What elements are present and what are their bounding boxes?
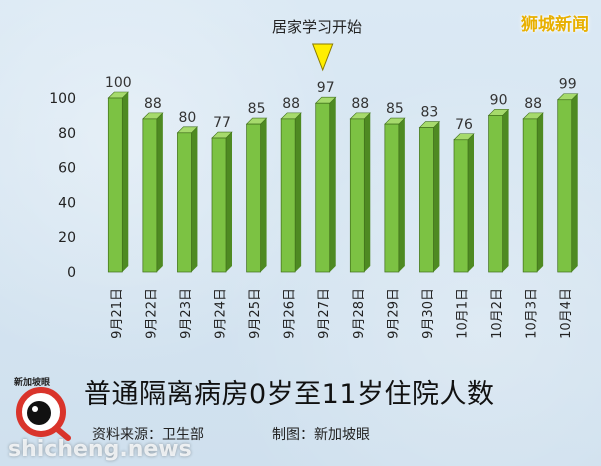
brand-label: 狮城新闻 [521,15,589,35]
bar-side [537,112,544,272]
bar [142,118,158,273]
x-tick-label: 9月30日 [421,288,436,339]
x-tick-label: 9月28日 [352,288,367,339]
data-label: 100 [105,75,132,91]
bar-side [433,121,440,272]
bar-side [502,109,509,273]
data-label: 99 [559,77,577,93]
y-tick-label: 0 [67,265,76,281]
data-label: 83 [421,105,439,121]
x-tick-label: 9月27日 [317,288,332,339]
bar-side [329,97,336,272]
bar-side [260,118,267,272]
data-label: 97 [317,80,335,96]
bar [246,123,261,273]
data-label: 88 [144,96,162,112]
source-text: 资料来源：卫生部 [92,427,204,443]
x-tick-label: 9月29日 [386,288,401,339]
bar-side [122,92,129,272]
y-tick-label: 80 [58,126,76,142]
bar [315,102,331,273]
bar [384,123,400,273]
y-tick-label: 20 [58,230,76,246]
bar [349,118,365,273]
x-tick-label: 10月2日 [490,288,505,339]
x-tick-label: 9月25日 [248,288,263,339]
chart-title: 普通隔离病房0岁至11岁住院人数 [84,379,495,410]
x-tick-label: 9月21日 [110,288,125,339]
bar [211,137,227,273]
x-tick-label: 9月24日 [214,288,229,339]
bar [488,115,503,273]
annotation-marker-icon [311,43,334,72]
bar [419,127,434,273]
x-tick-label: 9月22日 [144,288,159,339]
bar-side [571,93,578,273]
y-tick-label: 60 [58,161,76,177]
y-tick-label: 40 [58,195,76,211]
annotation-label: 居家学习开始 [271,18,362,36]
x-tick-label: 10月3日 [525,288,540,339]
bar [107,97,123,273]
data-label: 85 [248,101,266,117]
bar [177,132,192,273]
bar-side [398,118,405,272]
data-label: 88 [282,96,300,112]
data-label: 76 [455,117,473,133]
bar [522,118,538,273]
logo-text: 新加坡眼 [14,378,51,388]
bar-side [191,126,198,272]
x-tick-label: 10月1日 [456,288,471,339]
bar [280,118,296,273]
bar [557,99,573,273]
bar-side [156,112,163,272]
y-tick-label: 100 [49,91,76,107]
credit-text: 制图：新加坡眼 [272,427,370,443]
watermark-text: shicheng.news [8,437,192,462]
bar-side [468,133,474,272]
logo-eye-icon [16,387,71,441]
bar-side [364,112,371,272]
data-label: 88 [524,96,542,112]
data-label: 85 [386,101,404,117]
bar [453,139,469,273]
x-tick-label: 9月23日 [179,288,194,339]
data-label: 80 [179,110,197,126]
x-tick-label: 10月4日 [559,288,574,339]
data-label: 88 [351,96,369,112]
x-tick-label: 9月26日 [283,288,298,339]
bar-side [295,112,302,272]
data-label: 90 [490,92,508,108]
bar-side [226,132,232,272]
data-label: 77 [213,115,231,131]
